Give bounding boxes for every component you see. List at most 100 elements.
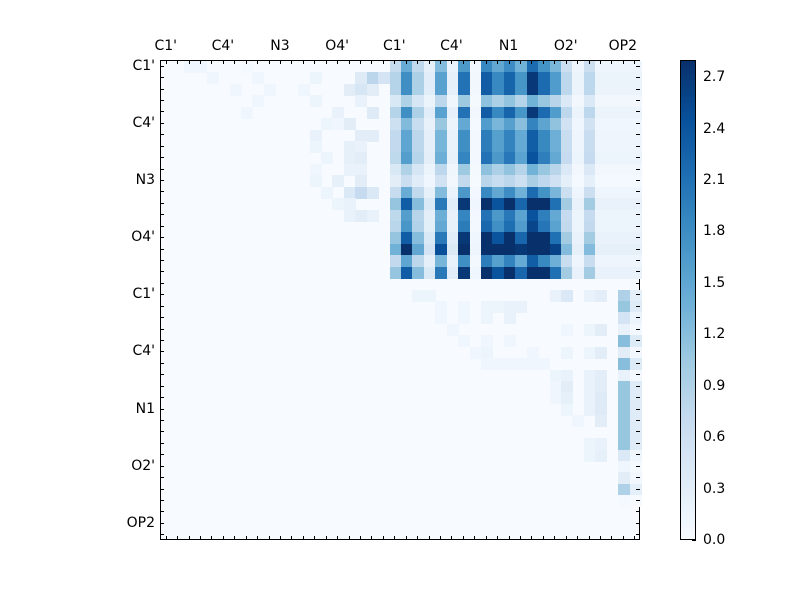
heatmap-cell [446,152,459,165]
axis-tick [211,536,213,540]
heatmap-cell [481,106,494,119]
heatmap-cell [595,266,608,279]
heatmap-cell [561,95,574,108]
heatmap-cell [561,232,574,245]
axis-tick [160,134,164,136]
heatmap-cell [561,369,574,382]
heatmap-cell [561,83,574,96]
x-tick-label: O2' [553,38,578,54]
heatmap-cell [629,323,642,336]
heatmap-cell [526,72,539,85]
heatmap-cell [583,72,596,85]
x-tick-label: C1' [154,38,177,54]
heatmap-cell [366,106,379,119]
axis-tick [382,536,384,540]
heatmap-cell [503,175,516,188]
heatmap-cell [549,232,562,245]
heatmap-cell [423,232,436,245]
heatmap-cell [492,358,505,371]
heatmap-cell [469,198,482,211]
heatmap-cell [389,243,402,256]
heatmap-cell [583,289,596,302]
heatmap-cell [366,186,379,199]
axis-tick [160,431,164,433]
heatmap-cell [423,106,436,119]
heatmap-cell [481,175,494,188]
axis-tick [636,77,640,79]
heatmap-cell [618,243,631,256]
heatmap-cell [595,221,608,234]
axis-tick [325,60,327,64]
heatmap-cell [401,95,414,108]
heatmap-cell [526,106,539,119]
heatmap-cell [515,186,528,199]
heatmap-cell [412,61,425,74]
heatmap-cell [618,323,631,336]
axis-tick [588,60,590,64]
heatmap-cell [423,163,436,176]
heatmap-cell [355,141,368,154]
heatmap-cell [355,175,368,188]
axis-tick [394,60,396,64]
heatmap-cell [492,163,505,176]
heatmap-cell [526,243,539,256]
heatmap-cell [435,141,448,154]
axis-tick [160,294,164,296]
heatmap-cell [629,141,642,154]
heatmap-cell [606,106,619,119]
heatmap-cell [549,129,562,142]
heatmap-cell [618,335,631,348]
heatmap-cell [515,129,528,142]
colorbar-tick-label: 0.0 [703,532,726,548]
axis-tick [636,88,640,90]
axis-tick [371,536,373,540]
heatmap-cell [458,141,471,154]
heatmap-cell [412,266,425,279]
heatmap-cell [435,175,448,188]
axis-tick [222,536,224,540]
y-tick-label: N3 [135,172,155,188]
axis-tick [611,536,613,540]
heatmap-cell [389,118,402,131]
heatmap-cell [309,163,322,176]
heatmap-cell [606,266,619,279]
heatmap-cell [492,186,505,199]
heatmap-cell [618,106,631,119]
heatmap-cell [241,61,254,74]
heatmap-cell [481,61,494,74]
heatmap-cell [423,118,436,131]
heatmap-cell [401,243,414,256]
heatmap-cell [561,129,574,142]
heatmap-cell [629,106,642,119]
heatmap-cell [629,186,642,199]
heatmap-cell [561,266,574,279]
heatmap-cell [503,106,516,119]
heatmap-cell [412,232,425,245]
axis-tick [405,536,407,540]
heatmap-cell [503,243,516,256]
heatmap-cell [515,221,528,234]
heatmap-cell [355,163,368,176]
heatmap-cell [481,335,494,348]
heatmap-cell [401,255,414,268]
heatmap-cell [572,72,585,85]
heatmap-cell [446,255,459,268]
heatmap-cell [492,209,505,222]
heatmap-cell [629,449,642,462]
x-tick-label: N1 [498,38,519,54]
heatmap-cell [481,152,494,165]
heatmap-cell [492,243,505,256]
heatmap-cell [401,175,414,188]
heatmap-cell [401,106,414,119]
heatmap-cell [446,106,459,119]
y-tick-label: C1' [132,57,155,74]
heatmap-cell [183,61,196,74]
axis-tick [160,225,164,227]
heatmap-cell [355,152,368,165]
heatmap-cell [618,141,631,154]
heatmap-cell [595,72,608,85]
heatmap-cell [618,301,631,314]
heatmap-cell [583,255,596,268]
heatmap-cell [423,266,436,279]
heatmap-cell [595,141,608,154]
